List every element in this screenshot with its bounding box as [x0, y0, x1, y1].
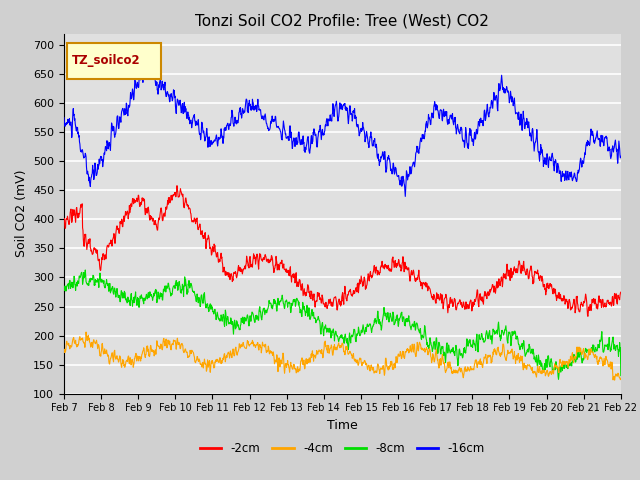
Y-axis label: Soil CO2 (mV): Soil CO2 (mV) — [15, 170, 28, 257]
Title: Tonzi Soil CO2 Profile: Tree (West) CO2: Tonzi Soil CO2 Profile: Tree (West) CO2 — [195, 13, 490, 28]
X-axis label: Time: Time — [327, 419, 358, 432]
Text: TZ_soilco2: TZ_soilco2 — [72, 54, 141, 67]
FancyBboxPatch shape — [67, 43, 161, 79]
Legend: -2cm, -4cm, -8cm, -16cm: -2cm, -4cm, -8cm, -16cm — [195, 437, 490, 460]
